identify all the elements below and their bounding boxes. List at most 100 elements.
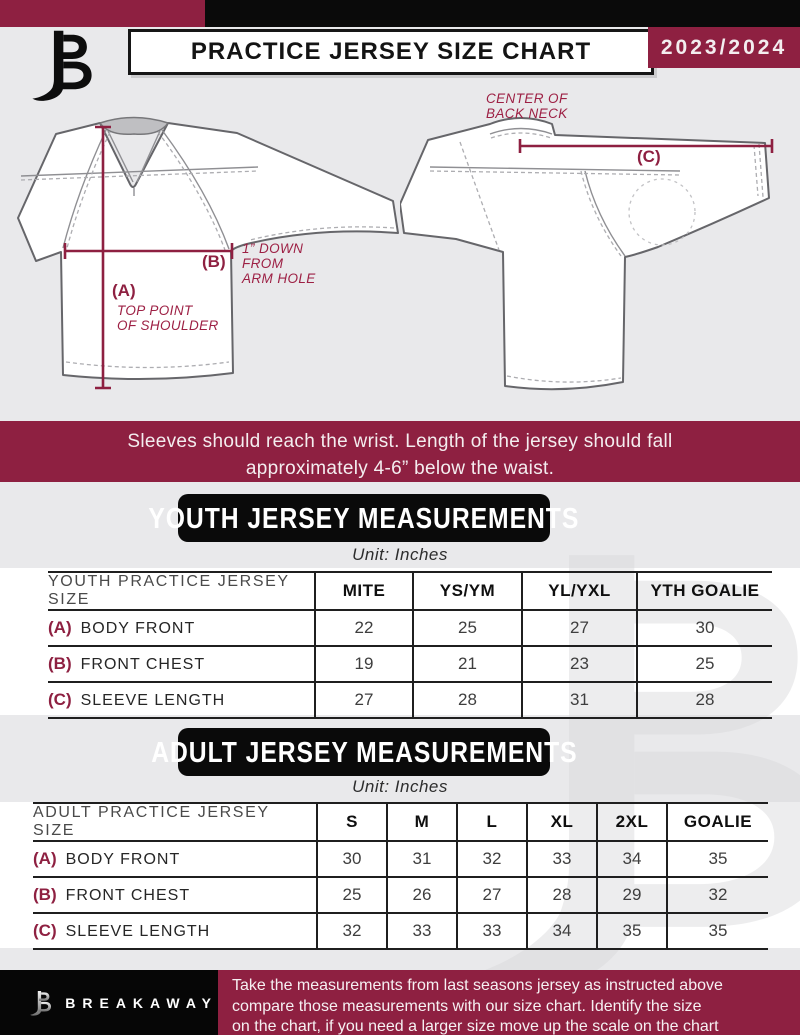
- value-cell: 27: [314, 682, 413, 718]
- measure-b-label: (B): [202, 252, 226, 271]
- measure-name: SLEEVE LENGTH: [65, 923, 211, 940]
- value-cell: 29: [596, 877, 667, 913]
- measure-prefix: (A): [48, 618, 72, 637]
- row-label-cell: (C) SLEEVE LENGTH: [33, 913, 317, 949]
- back-jersey-diagram: [400, 117, 774, 391]
- value-cell: 19: [314, 646, 413, 682]
- adult-banner-label: ADULT JERSEY MEASUREMENTS: [150, 734, 578, 769]
- measure-prefix: (C): [33, 921, 57, 940]
- value-cell: 31: [386, 841, 457, 877]
- value-cell: 27: [521, 610, 637, 646]
- footer-instruction-line: Take the measurements from last seasons …: [232, 977, 723, 994]
- column-header: MITE: [314, 572, 413, 610]
- column-header: XL: [526, 803, 597, 841]
- adult-unit-label: Unit: Inches: [352, 777, 448, 796]
- value-cell: 21: [412, 646, 522, 682]
- caption-line: CENTER OF: [486, 91, 568, 106]
- value-cell: 32: [666, 877, 768, 913]
- column-header: YL/YXL: [521, 572, 637, 610]
- value-cell: 26: [386, 877, 457, 913]
- caption-line: FROM: [242, 256, 284, 271]
- value-cell: 33: [456, 913, 527, 949]
- table-row: (C) SLEEVE LENGTH 32 33 33 34 35 35: [33, 913, 768, 949]
- youth-banner-label: YOUTH JERSEY MEASUREMENTS: [148, 500, 580, 535]
- value-cell: 28: [636, 682, 772, 718]
- breakaway-b-footer-logo-icon: [30, 990, 52, 1016]
- value-cell: 33: [386, 913, 457, 949]
- value-cell: 23: [521, 646, 637, 682]
- youth-section-banner: YOUTH JERSEY MEASUREMENTS: [149, 494, 579, 542]
- caption-line: OF SHOULDER: [117, 318, 219, 333]
- notice-band-background: [0, 421, 800, 482]
- row-label-cell: (A) BODY FRONT: [33, 841, 317, 877]
- value-cell: 34: [526, 913, 597, 949]
- top-point-of-shoulder-caption: TOP POINT OF SHOULDER: [117, 303, 219, 333]
- row-label-cell: (B) FRONT CHEST: [48, 646, 315, 682]
- measure-name: BODY FRONT: [80, 620, 196, 637]
- value-cell: 27: [456, 877, 527, 913]
- top-stripe-maroon: [0, 0, 205, 27]
- adult-size-table: ADULT PRACTICE JERSEY SIZE S M L XL 2XL …: [33, 802, 768, 950]
- footer-instructions: Take the measurements from last seasons …: [218, 970, 800, 1035]
- value-cell: 31: [521, 682, 637, 718]
- footer-instruction-line: compare those measurements with our size…: [232, 997, 702, 1015]
- column-header: YS/YM: [412, 572, 522, 610]
- value-cell: 32: [316, 913, 387, 949]
- value-cell: 28: [412, 682, 522, 718]
- value-cell: 32: [456, 841, 527, 877]
- youth-size-table: YOUTH PRACTICE JERSEY SIZE MITE YS/YM YL…: [48, 571, 772, 719]
- fit-notice-line1: Sleeves should reach the wrist. Length o…: [127, 431, 673, 452]
- arm-hole-caption: 1” DOWN FROM ARM HOLE: [242, 241, 316, 286]
- row-label-cell: (A) BODY FRONT: [48, 610, 315, 646]
- table-row: (B) FRONT CHEST 19 21 23 25: [48, 646, 772, 682]
- value-cell: 35: [666, 913, 768, 949]
- adult-section-banner: ADULT JERSEY MEASUREMENTS: [151, 728, 576, 776]
- value-cell: 25: [636, 646, 772, 682]
- page-title-box: PRACTICE JERSEY SIZE CHART: [128, 29, 654, 75]
- measure-prefix: (B): [48, 654, 72, 673]
- table-row: (A) BODY FRONT 22 25 27 30: [48, 610, 772, 646]
- adult-size-header-cell: ADULT PRACTICE JERSEY SIZE: [33, 804, 270, 839]
- table-row: (C) SLEEVE LENGTH 27 28 31 28: [48, 682, 772, 718]
- measure-name: FRONT CHEST: [80, 656, 206, 673]
- caption-line: ARM HOLE: [242, 271, 316, 286]
- youth-header-row: YOUTH PRACTICE JERSEY SIZE MITE YS/YM YL…: [48, 572, 772, 610]
- value-cell: 22: [314, 610, 413, 646]
- value-cell: 34: [596, 841, 667, 877]
- footer-brand-block: BREAKAWAY: [0, 970, 218, 1035]
- fit-notice-line2: approximately 4-6” below the waist.: [245, 458, 555, 479]
- measure-c-label: (C): [637, 147, 661, 166]
- row-label-cell: (C) SLEEVE LENGTH: [48, 682, 315, 718]
- column-header: S: [316, 803, 387, 841]
- top-stripe-black: [205, 0, 800, 27]
- value-cell: 30: [316, 841, 387, 877]
- column-header: M: [386, 803, 457, 841]
- row-label-cell: (B) FRONT CHEST: [33, 877, 317, 913]
- measure-name: FRONT CHEST: [65, 887, 191, 904]
- footer-instruction-line: on the chart, if you need a larger size …: [232, 1018, 719, 1035]
- value-cell: 25: [316, 877, 387, 913]
- table-row: (A) BODY FRONT 30 31 32 33 34 35: [33, 841, 768, 877]
- value-cell: 35: [666, 841, 768, 877]
- season-badge: 2023/2024: [648, 27, 800, 68]
- page-title: PRACTICE JERSEY SIZE CHART: [190, 38, 592, 65]
- value-cell: 25: [412, 610, 522, 646]
- value-cell: 30: [636, 610, 772, 646]
- measure-prefix: (A): [33, 849, 57, 868]
- measure-prefix: (B): [33, 885, 57, 904]
- value-cell: 33: [526, 841, 597, 877]
- measure-name: BODY FRONT: [65, 851, 181, 868]
- column-header: 2XL: [596, 803, 667, 841]
- measure-name: SLEEVE LENGTH: [80, 692, 226, 709]
- measure-a-label: (A): [112, 281, 136, 300]
- season-label: 2023/2024: [660, 35, 788, 59]
- pre-footer-band: [0, 948, 800, 970]
- breakaway-b-logo-icon: [32, 30, 92, 101]
- caption-line: TOP POINT: [117, 303, 193, 318]
- table-row: (B) FRONT CHEST 25 26 27 28 29 32: [33, 877, 768, 913]
- column-header: GOALIE: [666, 803, 768, 841]
- column-header: YTH GOALIE: [636, 572, 772, 610]
- measure-prefix: (C): [48, 690, 72, 709]
- column-header: L: [456, 803, 527, 841]
